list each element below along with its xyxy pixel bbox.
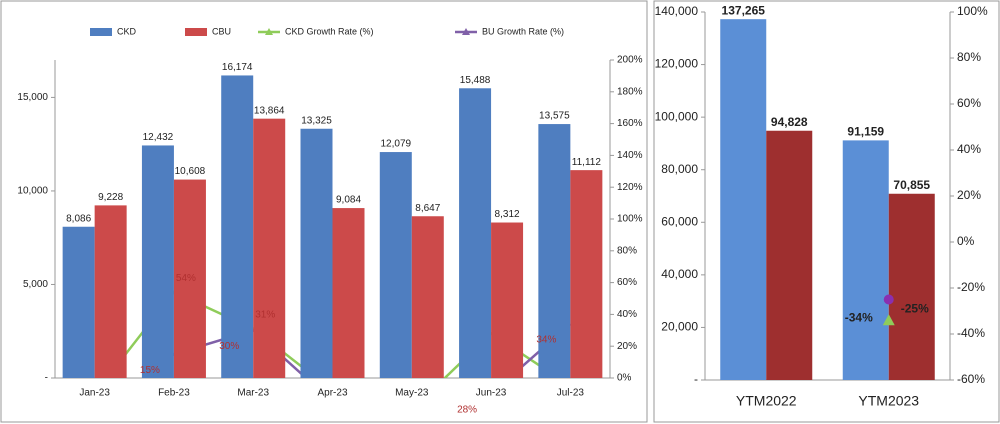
y2-tick-label: 80% bbox=[617, 245, 637, 256]
bar bbox=[842, 140, 889, 380]
x-tick-label: Jan-23 bbox=[79, 388, 110, 399]
bar bbox=[62, 226, 95, 378]
chart: - 20,000 40,000 60,000 80,000 100,000 120,000 1… bbox=[655, 3, 988, 408]
y2-tick-label: 60% bbox=[617, 277, 637, 288]
bar-value-label: 9,084 bbox=[336, 195, 361, 206]
point-marker bbox=[883, 294, 894, 305]
legend-label: CKD Growth Rate (%) bbox=[285, 26, 374, 36]
y2-tick-label: 20% bbox=[957, 188, 981, 202]
y2-tick-label: 20% bbox=[617, 341, 637, 352]
point-value-label: 30% bbox=[219, 341, 239, 352]
bar-value-label: 13,575 bbox=[539, 111, 570, 122]
y-tick-label: 60,000 bbox=[661, 214, 698, 228]
bar-value-label: 16,174 bbox=[222, 62, 253, 73]
y-tick-label: - bbox=[694, 372, 698, 386]
y2-tick-label: -60% bbox=[957, 372, 985, 386]
bar bbox=[888, 193, 935, 380]
bar bbox=[491, 222, 524, 378]
bar bbox=[538, 124, 571, 378]
legend-swatch bbox=[90, 28, 112, 36]
x-tick-label: YTM2022 bbox=[736, 393, 797, 409]
x-tick-label: Apr-23 bbox=[317, 388, 347, 399]
y2-tick-label: 160% bbox=[617, 118, 643, 129]
bar bbox=[720, 19, 767, 380]
bar-value-label: 94,828 bbox=[771, 115, 808, 129]
y-tick-label: 10,000 bbox=[17, 186, 48, 197]
y2-tick-label: 180% bbox=[617, 86, 643, 97]
bar bbox=[300, 128, 333, 378]
bar bbox=[332, 208, 365, 378]
bar bbox=[570, 170, 603, 378]
right-panel bbox=[653, 0, 1000, 423]
bar-value-label: 9,228 bbox=[98, 192, 123, 203]
x-tick-label: Feb-23 bbox=[158, 388, 190, 399]
y-tick-label: 5,000 bbox=[23, 279, 48, 290]
y-tick-label: 40,000 bbox=[661, 267, 698, 281]
y-tick-label: - bbox=[45, 373, 48, 384]
legend-label: CBU bbox=[212, 26, 231, 36]
y2-tick-label: 80% bbox=[957, 50, 981, 64]
y2-tick-label: 0% bbox=[617, 373, 632, 384]
bar-value-label: 137,265 bbox=[722, 3, 766, 17]
bar bbox=[459, 88, 492, 378]
bar bbox=[173, 179, 206, 378]
bar-value-label: 13,864 bbox=[254, 105, 285, 116]
bar-value-label: 12,432 bbox=[143, 132, 174, 143]
y2-tick-label: 100% bbox=[617, 214, 643, 225]
legend-swatch bbox=[185, 28, 207, 36]
bar-value-label: 15,488 bbox=[460, 75, 491, 86]
bar-value-label: 8,647 bbox=[415, 203, 440, 214]
y-tick-label: 15,000 bbox=[17, 92, 48, 103]
point-value-label: 15% bbox=[140, 365, 160, 376]
bar-value-label: 11,112 bbox=[572, 157, 602, 168]
bar bbox=[221, 75, 254, 379]
bar-value-label: 8,312 bbox=[495, 209, 520, 220]
legend-label: CKD bbox=[117, 26, 137, 36]
y-tick-label: 120,000 bbox=[655, 57, 699, 71]
bar bbox=[141, 145, 174, 378]
y2-tick-label: 0% bbox=[957, 234, 975, 248]
y-tick-label: 20,000 bbox=[661, 320, 698, 334]
y2-tick-label: 40% bbox=[617, 309, 637, 320]
point-marker bbox=[882, 314, 895, 326]
bar bbox=[411, 216, 444, 378]
point-value-label: -25% bbox=[901, 302, 929, 316]
point-value-label: -34% bbox=[845, 310, 873, 324]
chart: - 5,000 10,000 15,000 0% 20% 40% 60% 80% 100% 120%… bbox=[17, 26, 643, 416]
y2-tick-label: 100% bbox=[957, 4, 988, 18]
bar bbox=[94, 205, 127, 378]
bar-value-label: 10,608 bbox=[175, 166, 206, 177]
legend-label: BU Growth Rate (%) bbox=[482, 26, 564, 36]
y-tick-label: 100,000 bbox=[655, 109, 699, 123]
y2-tick-label: 40% bbox=[957, 142, 981, 156]
bar-value-label: 13,325 bbox=[301, 115, 332, 126]
bar-value-label: 12,079 bbox=[380, 139, 411, 150]
point-value-label: 34% bbox=[536, 335, 556, 346]
x-tick-label: Jun-23 bbox=[476, 388, 507, 399]
y2-tick-label: 200% bbox=[617, 55, 643, 66]
bar-value-label: 70,855 bbox=[893, 178, 930, 192]
bar bbox=[253, 118, 286, 378]
point-value-label: 28% bbox=[457, 405, 477, 416]
y2-tick-label: 60% bbox=[957, 96, 981, 110]
x-tick-label: YTM2023 bbox=[858, 393, 919, 409]
y2-tick-label: -20% bbox=[957, 280, 985, 294]
legend-marker bbox=[265, 28, 273, 35]
x-tick-label: May-23 bbox=[395, 388, 429, 399]
y-tick-label: 80,000 bbox=[661, 162, 698, 176]
bar bbox=[379, 152, 412, 378]
x-tick-label: Mar-23 bbox=[237, 388, 269, 399]
point-value-label: 31% bbox=[255, 309, 275, 320]
bar-value-label: 91,159 bbox=[847, 125, 884, 139]
legend-marker bbox=[462, 28, 470, 35]
bar-value-label: 8,086 bbox=[66, 213, 91, 224]
bar bbox=[766, 130, 813, 380]
y2-tick-label: 120% bbox=[617, 182, 643, 193]
y-tick-label: 140,000 bbox=[655, 4, 699, 18]
y2-tick-label: -40% bbox=[957, 326, 985, 340]
x-tick-label: Jul-23 bbox=[557, 388, 585, 399]
y2-tick-label: 140% bbox=[617, 150, 643, 161]
point-value-label: 54% bbox=[176, 273, 196, 284]
